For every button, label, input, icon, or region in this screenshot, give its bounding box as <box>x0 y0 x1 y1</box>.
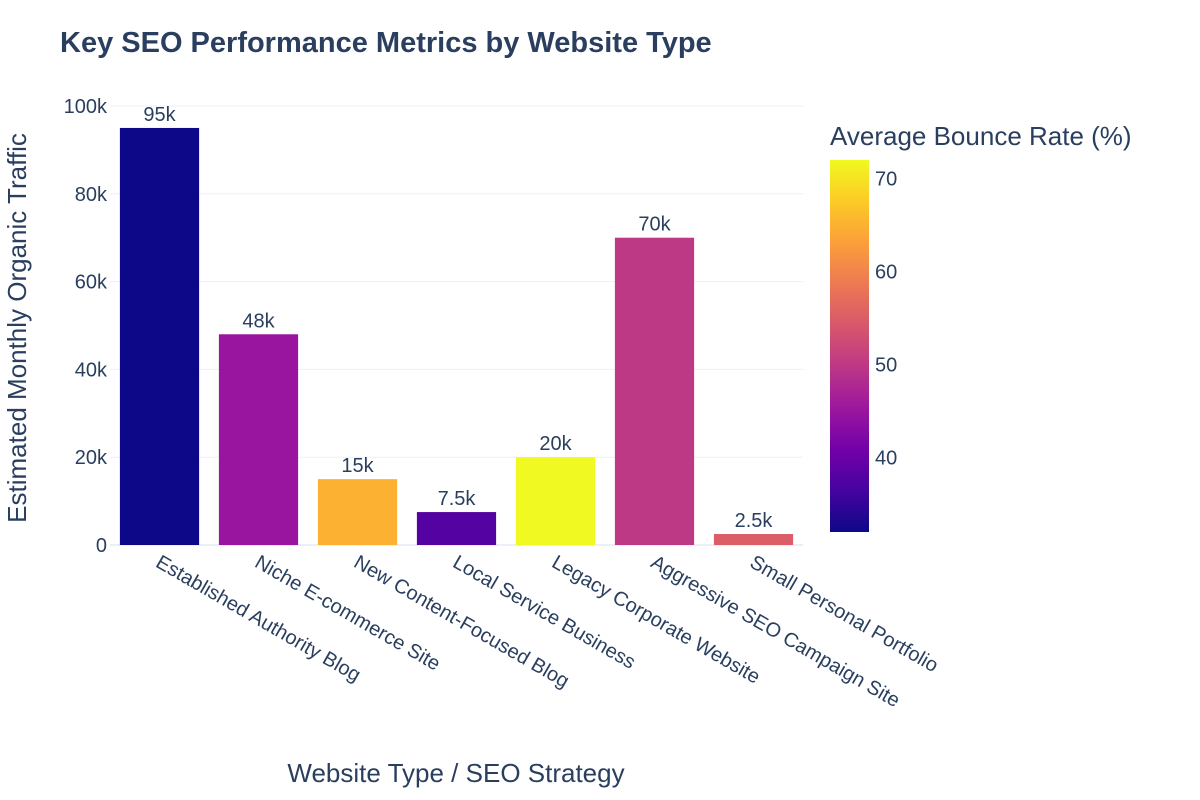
colorbar-tick-label: 60 <box>875 262 897 284</box>
colorbar-tick-label: 70 <box>875 169 897 191</box>
bar-data-label: 7.5k <box>438 488 477 510</box>
bar-data-label: 70k <box>638 214 671 236</box>
y-tick-label: 20k <box>75 447 108 469</box>
colorbar-tick-label: 50 <box>875 355 897 377</box>
y-tick-label: 100k <box>64 96 108 118</box>
bar <box>614 237 695 545</box>
colorbar-ticks: 40 50 60 70 <box>875 169 897 470</box>
bar-labels: 95k 48k 15k 7.5k 20k 70k 2.5k <box>143 104 773 532</box>
bar-data-label: 20k <box>539 433 572 455</box>
bar <box>119 127 200 545</box>
y-tick-label: 80k <box>75 184 108 206</box>
x-tick-label: Local Service Business <box>449 551 639 673</box>
bar <box>218 334 299 545</box>
bar <box>416 512 497 545</box>
gridlines <box>110 105 803 546</box>
bar-data-label: 48k <box>242 310 275 332</box>
bar <box>713 534 794 545</box>
x-axis-title: Website Type / SEO Strategy <box>287 758 624 788</box>
bars <box>119 127 794 545</box>
colorbar-title: Average Bounce Rate (%) <box>830 121 1132 151</box>
bar <box>317 479 398 545</box>
bar-data-label: 2.5k <box>735 510 774 532</box>
bar <box>515 457 596 545</box>
y-tick-label: 60k <box>75 272 108 294</box>
y-axis-ticks: 0 20k 40k 60k 80k 100k <box>64 96 108 557</box>
colorbar-scale <box>830 160 869 532</box>
bar-data-label: 15k <box>341 455 374 477</box>
chart-title: Key SEO Performance Metrics by Website T… <box>60 27 712 59</box>
bar-data-label: 95k <box>143 104 176 126</box>
y-tick-label: 40k <box>75 359 108 381</box>
colorbar-tick-label: 40 <box>875 448 897 470</box>
y-tick-label: 0 <box>96 535 107 557</box>
y-axis-title: Estimated Monthly Organic Traffic <box>2 133 32 523</box>
colorbar: Average Bounce Rate (%) 40 50 60 70 <box>830 121 1132 532</box>
